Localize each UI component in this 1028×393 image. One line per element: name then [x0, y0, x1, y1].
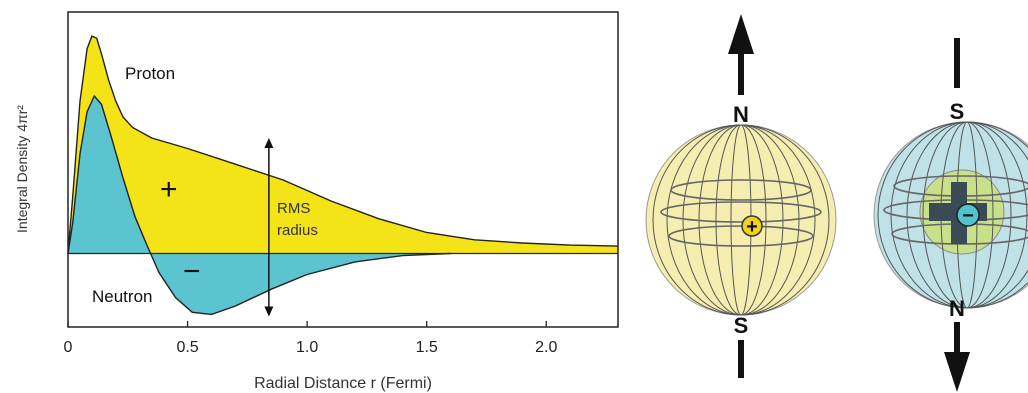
- negative-charge-sign: −: [183, 255, 201, 288]
- x-axis-ticks: 0 0.5 1.0 1.5 2.0: [64, 321, 557, 356]
- x-tick-label: 2.0: [535, 339, 557, 356]
- x-tick-label: 0.5: [176, 339, 198, 356]
- plot-frame: [67, 11, 619, 328]
- neutron-curve: [67, 94, 451, 316]
- proton-bottom-pole-label: S: [734, 313, 749, 338]
- proton-core: [741, 215, 763, 237]
- rms-radius-arrow: [264, 138, 274, 317]
- x-tick-label: 1.5: [416, 339, 438, 356]
- area-fills: [68, 36, 618, 315]
- proton-curve: [67, 35, 619, 254]
- neutron-charge-sign: −: [962, 205, 974, 227]
- up-arrow-icon: [728, 14, 754, 95]
- proton-area: [68, 36, 618, 254]
- rms-label-line1: RMS: [277, 200, 310, 217]
- density-chart: 0 0.5 1.0 1.5 2.0 Radial Distance r (Fermi) …: [14, 11, 619, 392]
- curve-lines: [67, 35, 619, 316]
- proton-label: Proton: [125, 64, 175, 83]
- neutron-bottom-pole-label: N: [949, 296, 965, 321]
- neutron-area: [68, 96, 451, 315]
- neutron-label: Neutron: [92, 287, 152, 306]
- positive-charge-sign: +: [160, 173, 178, 206]
- rms-label-line2: radius: [277, 222, 318, 239]
- proton-sphere: [645, 124, 837, 316]
- y-axis-label: Integral Density 4πr²: [14, 105, 30, 233]
- neutron-diagram: S − N: [873, 38, 1028, 392]
- x-axis-label: Radial Distance r (Fermi): [254, 375, 432, 392]
- proton-charge-sign: +: [746, 216, 758, 238]
- neutron-top-pole-label: S: [950, 99, 965, 124]
- x-tick-label: 0: [64, 339, 73, 356]
- neutron-core: [956, 203, 980, 227]
- x-tick-label: 1.0: [296, 339, 318, 356]
- down-arrow-icon: [944, 322, 970, 392]
- proton-top-pole-label: N: [733, 102, 749, 127]
- proton-diagram: N + S: [645, 14, 837, 378]
